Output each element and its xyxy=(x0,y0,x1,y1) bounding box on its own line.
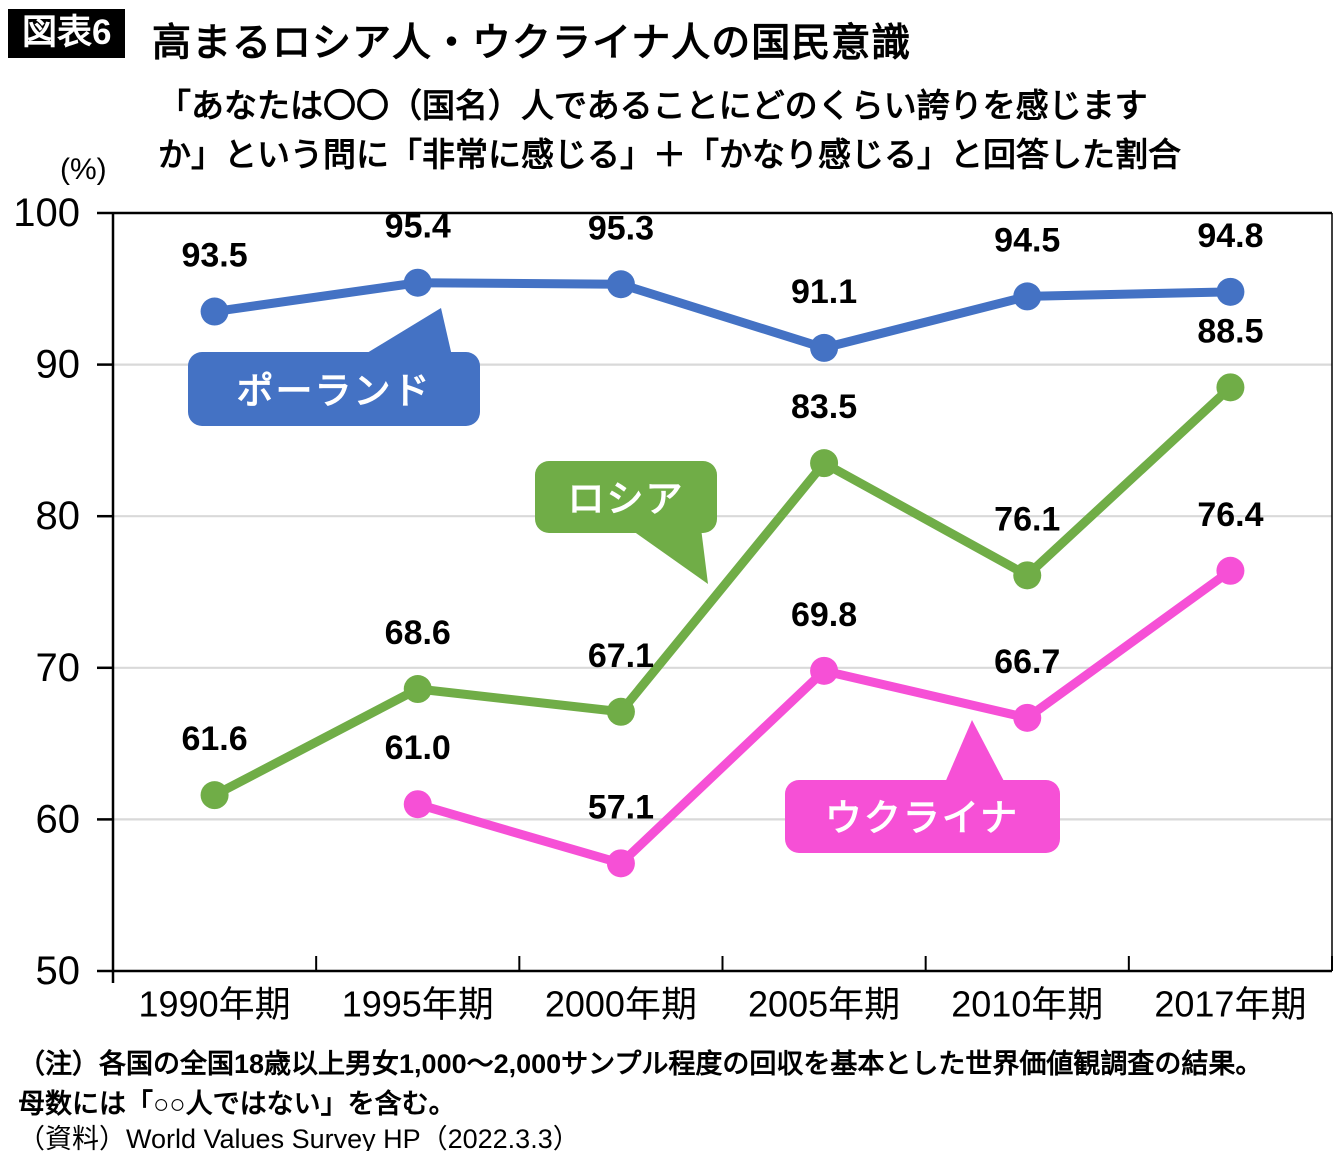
series-callout-box xyxy=(535,461,717,533)
series-callout-pointer xyxy=(633,528,708,584)
note-line-2: 母数には「○○人ではない」を含む。 xyxy=(18,1089,456,1119)
data-label: 83.5 xyxy=(791,388,857,426)
data-label: 91.1 xyxy=(791,273,857,311)
note-line-1: （注）各国の全国18歳以上男女1,000～2,000サンプル程度の回収を基本とし… xyxy=(18,1049,1263,1079)
series-point-2 xyxy=(810,656,839,685)
data-label: 61.6 xyxy=(181,720,247,758)
series-callout-box xyxy=(785,780,1060,853)
series-callout-box xyxy=(188,352,480,426)
series-point-0 xyxy=(606,270,635,299)
series-point-0 xyxy=(1013,282,1042,311)
series-line-1 xyxy=(210,382,1235,800)
data-label: 95.3 xyxy=(588,209,654,247)
series-callout-label: ロシア xyxy=(568,479,685,520)
data-label: 67.1 xyxy=(588,637,654,675)
data-label: 61.0 xyxy=(385,729,451,767)
y-tick-label: 80 xyxy=(36,494,81,538)
x-tick-label: 2005年期 xyxy=(748,984,900,1025)
data-label: 76.1 xyxy=(994,500,1060,538)
data-label: 95.4 xyxy=(385,208,451,246)
series-callout-pointer xyxy=(362,308,452,356)
data-label: 93.5 xyxy=(181,237,247,275)
data-label: 66.7 xyxy=(994,643,1060,681)
data-label: 57.1 xyxy=(588,788,654,826)
series-point-1 xyxy=(200,781,229,810)
source-line: （資料）World Values Survey HP（2022.3.3） xyxy=(18,1124,580,1151)
y-tick-label: 60 xyxy=(36,797,81,841)
subtitle-line-1: 「あなたは〇〇（国名）人であることにどのくらい誇りを感じます xyxy=(158,87,1148,124)
x-tick-label: 1990年期 xyxy=(139,984,291,1025)
figure-title: 高まるロシア人・ウクライナ人の国民意識 xyxy=(152,22,912,65)
data-label: 88.5 xyxy=(1197,312,1263,350)
series-point-1 xyxy=(403,675,432,704)
series-point-0 xyxy=(200,297,229,326)
series-callout-pointer xyxy=(944,720,1006,785)
series-point-2 xyxy=(403,790,432,819)
series-point-0 xyxy=(403,268,432,297)
series-point-1 xyxy=(1013,561,1042,590)
y-tick-label: 100 xyxy=(13,191,80,235)
x-tick-label: 2017年期 xyxy=(1154,984,1306,1025)
y-axis-unit-label: (%) xyxy=(60,153,107,186)
y-tick-label: 50 xyxy=(36,949,81,993)
series-callout-label: ポーランド xyxy=(237,371,432,412)
series-line-0 xyxy=(210,278,1235,353)
series-point-2 xyxy=(1013,703,1042,732)
series-point-0 xyxy=(1216,277,1245,306)
data-label: 76.4 xyxy=(1197,496,1263,534)
figure-subtitle: 「あなたは〇〇（国名）人であることにどのくらい誇りを感じます か」という問に「非… xyxy=(158,82,1181,180)
x-tick-label: 2000年期 xyxy=(545,984,697,1025)
figure-tag: 図表6 xyxy=(8,9,126,58)
series-point-0 xyxy=(810,333,839,362)
data-label: 69.8 xyxy=(791,596,857,634)
series-point-1 xyxy=(606,697,635,726)
y-tick-label: 70 xyxy=(36,646,81,690)
data-label: 94.8 xyxy=(1197,217,1263,255)
x-tick-label: 1995年期 xyxy=(342,984,494,1025)
series-point-1 xyxy=(810,449,839,478)
y-tick-label: 90 xyxy=(36,343,81,387)
x-tick-label: 2010年期 xyxy=(951,984,1103,1025)
series-callout-label: ウクライナ xyxy=(825,798,1019,839)
data-label: 68.6 xyxy=(385,614,451,652)
series-point-2 xyxy=(1216,556,1245,585)
series-point-2 xyxy=(606,849,635,878)
subtitle-line-2: か」という問に「非常に感じる」＋「かなり感じる」と回答した割合 xyxy=(158,135,1181,173)
data-label: 94.5 xyxy=(994,221,1060,259)
series-point-1 xyxy=(1216,373,1245,402)
